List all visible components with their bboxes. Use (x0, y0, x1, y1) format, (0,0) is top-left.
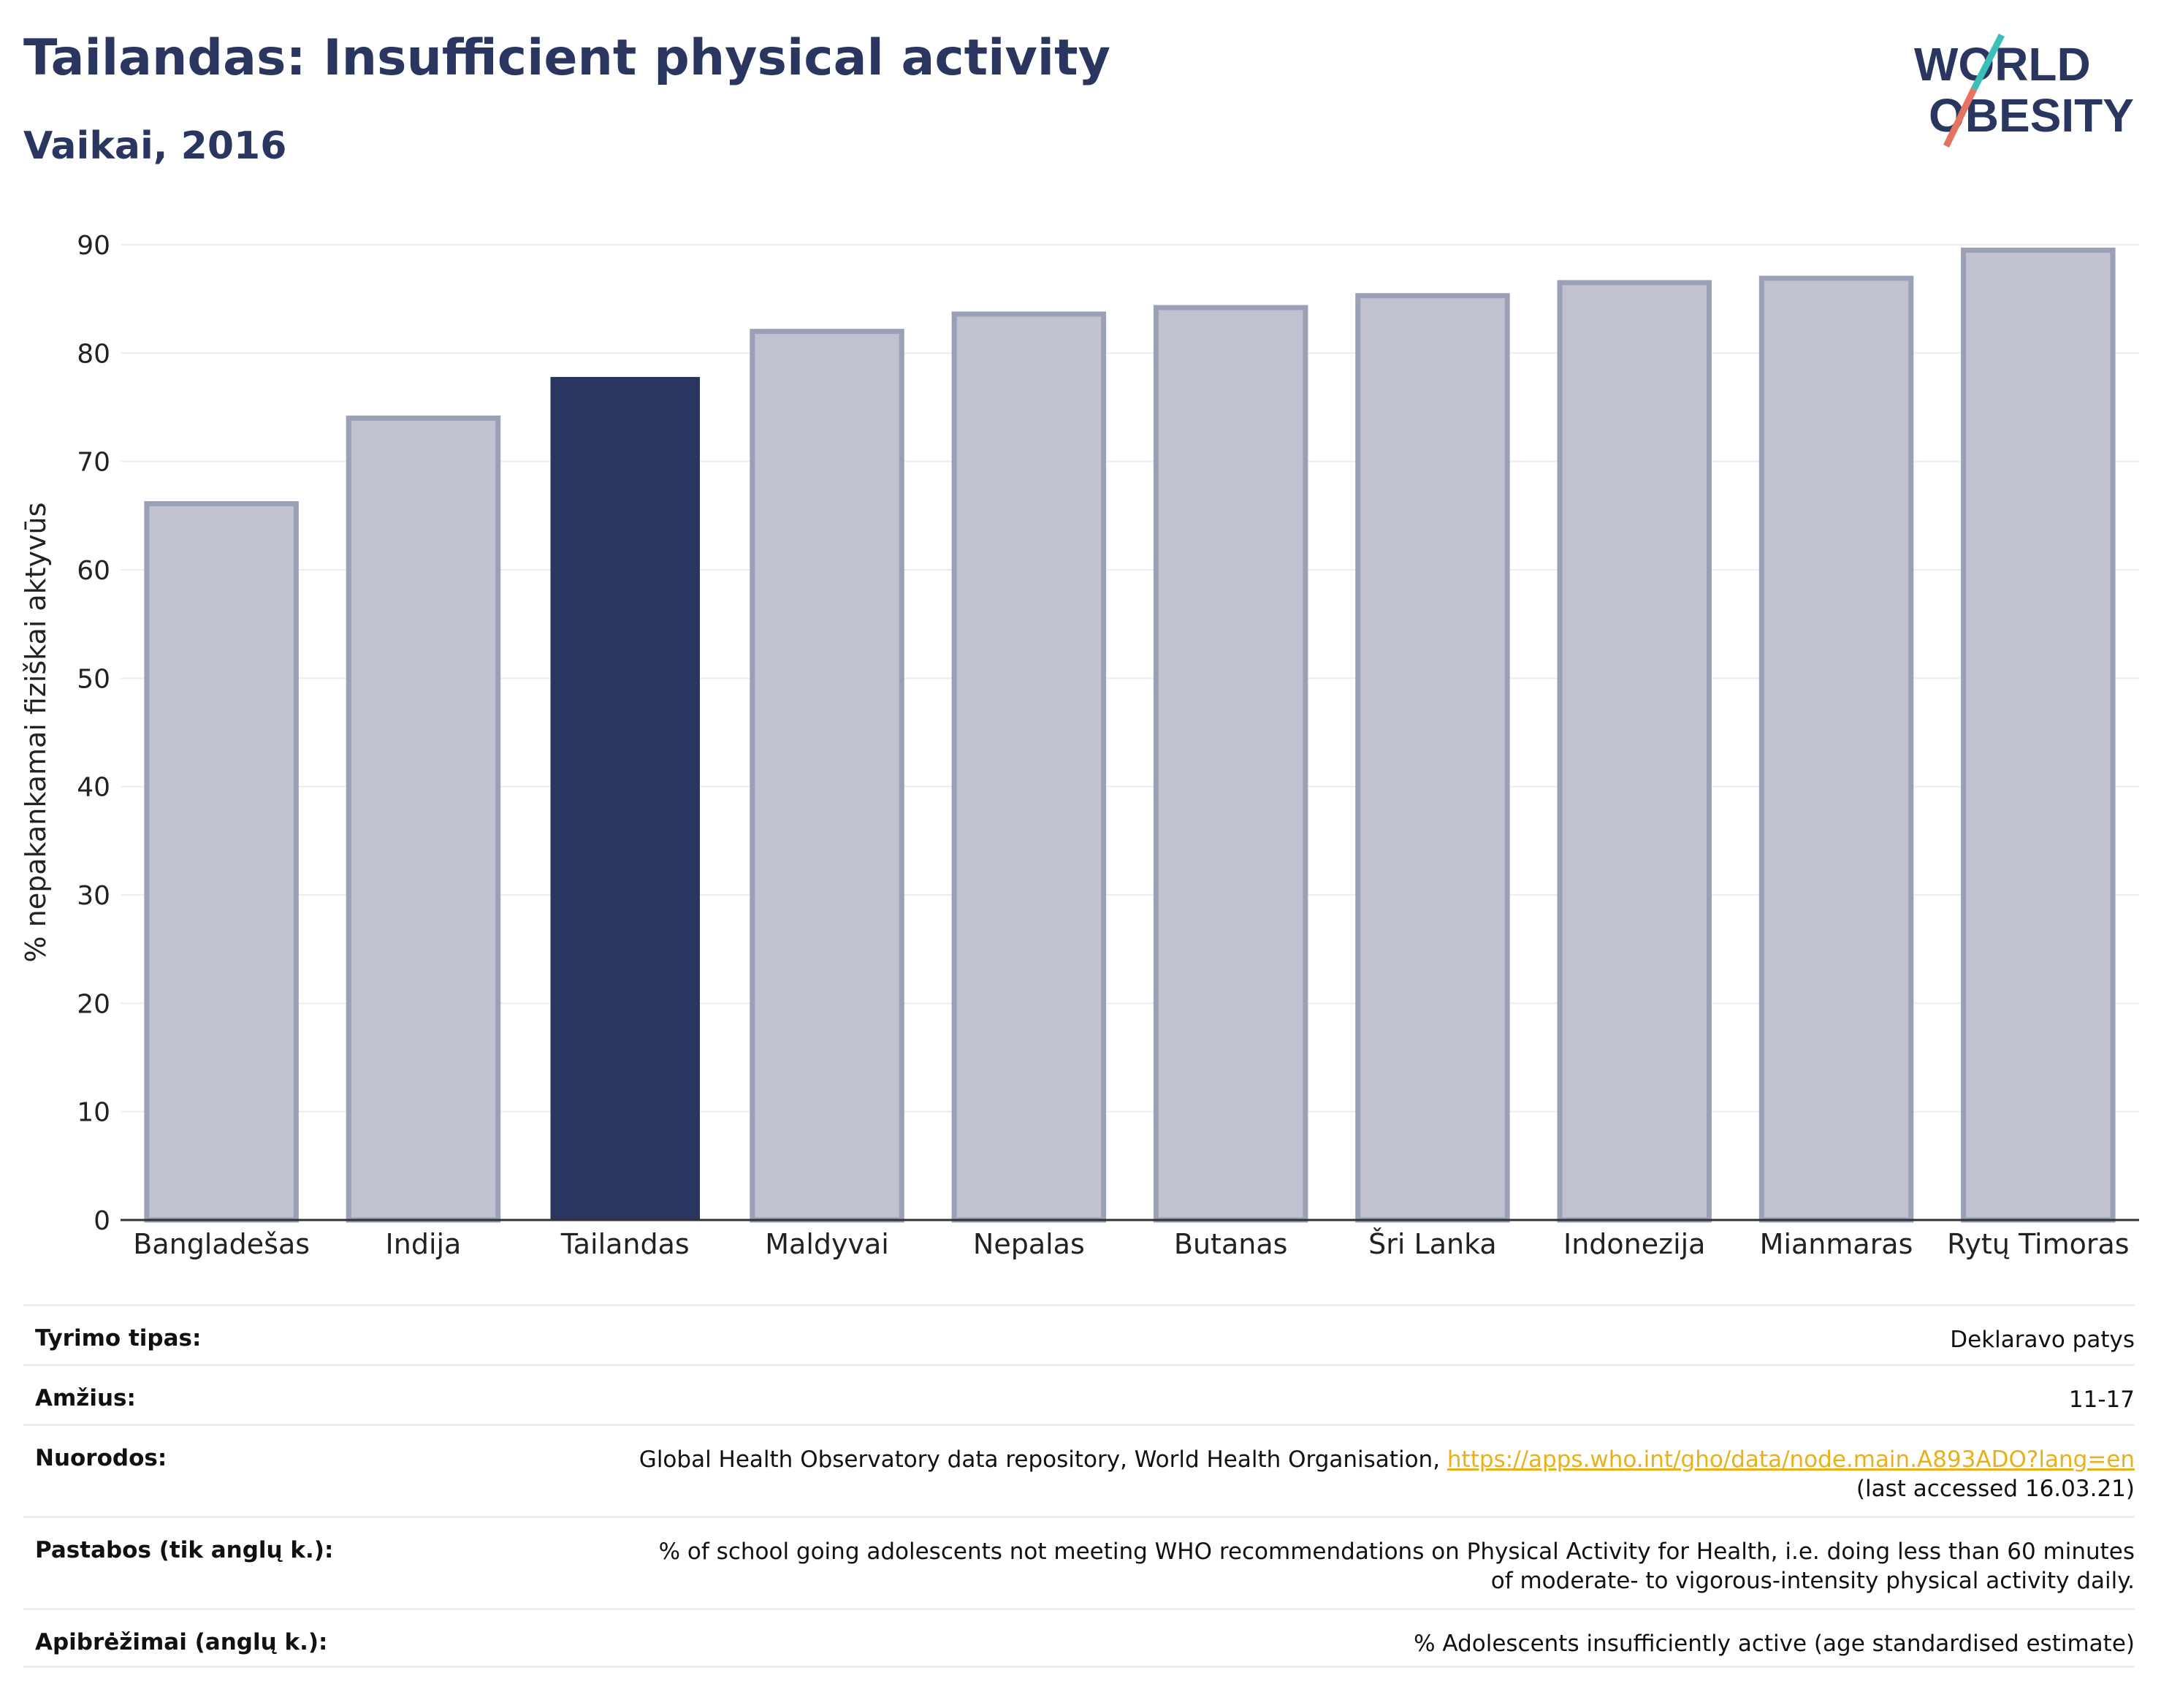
meta-label: Nuorodos: (35, 1445, 167, 1471)
y-axis-ticks: 0 10 20 30 40 50 60 70 80 90 (77, 231, 110, 1236)
y-tick-label: 20 (77, 989, 110, 1019)
y-tick-label: 30 (77, 881, 110, 911)
meta-label: Apibrėžimai (anglų k.): (35, 1629, 328, 1655)
reference-text: Global Health Observatory data repositor… (639, 1446, 1447, 1473)
x-tick-label: Maldyvai (765, 1228, 889, 1260)
y-tick-label: 80 (77, 339, 110, 369)
y-tick-label: 90 (77, 231, 110, 261)
x-tick-label: Nepalas (973, 1228, 1085, 1260)
world-obesity-logo: WORLD OBESITY (1914, 33, 2134, 148)
x-tick-label: Indija (386, 1228, 462, 1260)
logo-slash-coral (1943, 88, 1978, 148)
y-tick-label: 40 (77, 773, 110, 803)
meta-value: Global Health Observatory data repositor… (639, 1445, 2135, 1503)
x-tick-label: Butanas (1174, 1228, 1288, 1260)
bar-6 (1153, 305, 1308, 1223)
meta-value: 11-17 (2068, 1387, 2135, 1413)
bar-1 (144, 501, 299, 1223)
x-tick-label: Indonezija (1563, 1228, 1705, 1260)
meta-row-age: Amžius: 11-17 (23, 1364, 2135, 1424)
meta-row-notes: Pastabos (tik anglų k.): % of school goi… (23, 1516, 2135, 1608)
meta-value: % of school going adolescents not meetin… (658, 1539, 2135, 1594)
meta-row-references: Nuorodos: Global Health Observatory data… (23, 1424, 2135, 1516)
meta-value: % Adolescents insufficiently active (age… (1414, 1631, 2135, 1657)
x-tick-label: Rytų Timoras (1947, 1228, 2129, 1260)
x-tick-label: Šri Lanka (1368, 1228, 1497, 1260)
y-tick-label: 50 (77, 664, 110, 694)
logo-slash-teal (1970, 33, 2005, 91)
chart-title: Tailandas: Insufficient physical activit… (23, 29, 1110, 87)
bar-10 (1961, 247, 2116, 1223)
bars (144, 247, 2116, 1223)
y-tick-label: 60 (77, 556, 110, 586)
meta-row-definitions: Apibrėžimai (anglų k.): % Adolescents in… (23, 1608, 2135, 1668)
bar-3 (550, 376, 700, 1220)
bar-4 (750, 329, 904, 1223)
x-tick-label: Mianmaras (1760, 1228, 1913, 1260)
x-axis-ticks: Bangladešas Indija Tailandas Maldyvai Nepala… (133, 1228, 2129, 1260)
meta-label: Pastabos (tik anglų k.): (35, 1537, 334, 1563)
meta-label: Amžius: (35, 1385, 136, 1411)
bar-2 (346, 415, 501, 1223)
x-tick-label: Bangladešas (133, 1228, 310, 1260)
reference-link[interactable]: https://apps.who.int/gho/data/node.main.… (1447, 1446, 2135, 1473)
metadata-table: Tyrimo tipas: Deklaravo patys Amžius: 11… (23, 1304, 2135, 1668)
y-axis-label: % nepakankamai fiziškai aktyvūs (20, 503, 52, 963)
bar-7 (1355, 293, 1510, 1223)
bar-9 (1758, 275, 1914, 1223)
meta-row-survey-type: Tyrimo tipas: Deklaravo patys (23, 1304, 2135, 1364)
y-tick-label: 10 (77, 1098, 110, 1128)
meta-value: Deklaravo patys (1950, 1327, 2135, 1353)
bar-8 (1557, 280, 1712, 1223)
y-tick-label: 0 (94, 1206, 110, 1236)
y-tick-label: 70 (77, 448, 110, 478)
bar-chart: 0 10 20 30 40 50 60 70 80 90 Bangladešas Indija Tai… (20, 231, 2139, 1260)
reference-accessed: (last accessed 16.03.21) (1856, 1476, 2135, 1502)
meta-label: Tyrimo tipas: (35, 1325, 202, 1351)
chart-subtitle: Vaikai, 2016 (23, 124, 287, 168)
x-tick-label: Tailandas (560, 1228, 690, 1260)
bar-5 (951, 311, 1107, 1223)
logo-line-1: WORLD (1914, 38, 2091, 91)
